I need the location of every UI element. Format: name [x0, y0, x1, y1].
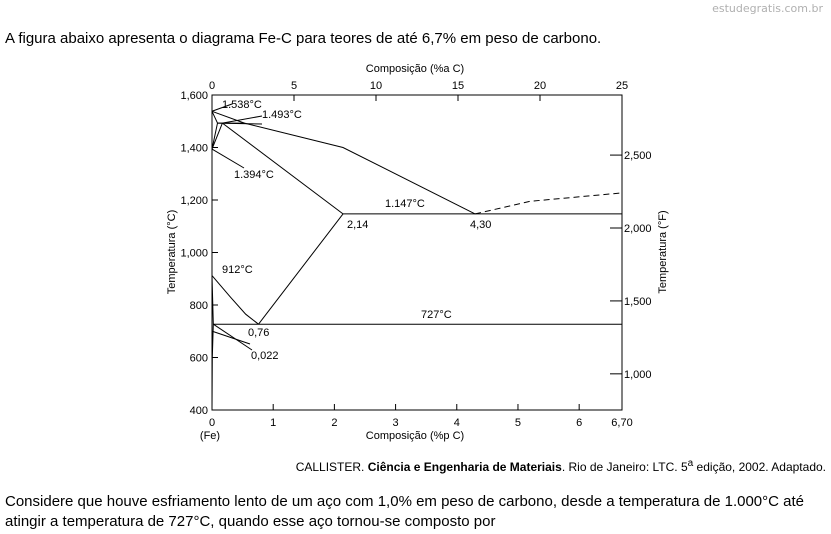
leader-1394	[211, 148, 245, 169]
left-tick-label-5: 1,400	[180, 143, 208, 155]
right-tick-label-3: 2,500	[624, 150, 652, 162]
source-citation: CALLISTER. Ciência e Engenharia de Mater…	[296, 458, 826, 474]
label-1538c: 1.538°C	[222, 99, 262, 111]
citation-rest: . Rio de Janeiro: LTC. 5	[561, 460, 688, 474]
leader-1493b	[217, 122, 263, 125]
solidus-line	[222, 122, 344, 215]
alpha-boundary	[211, 275, 214, 325]
leader-1493	[222, 115, 263, 124]
label-1147c: 1.147°C	[385, 198, 425, 210]
leader-0022	[213, 323, 253, 351]
question-text: Considere que houve esfriamento lento de…	[5, 493, 804, 530]
top-tick-label-0: 0	[209, 80, 215, 92]
label-430: 4,30	[470, 219, 491, 231]
label-076: 0,76	[248, 327, 269, 339]
origin-fe-label: (Fe)	[200, 430, 220, 442]
label-1394c: 1.394°C	[234, 169, 274, 181]
right-tick-label-2: 2,000	[624, 223, 652, 235]
a3-line	[211, 275, 259, 325]
left-tick-label-2: 800	[190, 300, 208, 312]
bottom-axis-label: Composição (%p C)	[366, 430, 464, 442]
top-tick-label-1: 5	[291, 80, 297, 92]
acm-line	[258, 213, 344, 325]
label-1493c: 1.493°C	[262, 109, 302, 121]
delta-liquidus	[211, 110, 245, 124]
top-tick-label-3: 15	[452, 80, 464, 92]
top-tick-label-5: 25	[616, 80, 628, 92]
right-tick-label-0: 1,000	[624, 369, 652, 381]
bottom-axis-end-label: 6,70	[611, 417, 632, 429]
right-tick-label-1: 1,500	[624, 296, 652, 308]
bottom-tick-label-0: 0	[209, 417, 215, 429]
citation-sup: a	[687, 458, 694, 469]
alpha-solvus	[211, 324, 214, 411]
plot-frame	[211, 94, 623, 411]
label-727c: 727°C	[421, 309, 452, 321]
label-214: 2,14	[347, 219, 368, 231]
question-intro: A figura abaixo apresenta o diagrama Fe-…	[5, 30, 602, 47]
leader-1538	[211, 103, 233, 112]
left-tick-label-3: 1,000	[180, 248, 208, 260]
bottom-tick-label-1: 1	[270, 417, 276, 429]
citation-title: Ciência e Engenharia de Materiais	[367, 460, 562, 474]
left-axis-label: Temperatura (°C)	[166, 210, 178, 294]
right-axis-label: Temperatura (°F)	[657, 210, 669, 293]
left-tick-label-1: 600	[190, 353, 208, 365]
label-0022: 0,022	[251, 350, 279, 362]
bottom-tick-label-3: 3	[393, 417, 399, 429]
top-axis-label: Composição (%a C)	[366, 63, 464, 75]
bottom-tick-label-2: 2	[331, 417, 337, 429]
bottom-tick-label-5: 5	[515, 417, 521, 429]
top-tick-label-4: 20	[534, 80, 546, 92]
cementite-liquidus	[474, 192, 623, 215]
bottom-tick-label-4: 4	[454, 417, 460, 429]
top-tick-label-2: 10	[370, 80, 382, 92]
leader-0022b	[212, 330, 251, 345]
gamma-delta-boundary	[211, 122, 223, 150]
left-tick-label-4: 1,200	[180, 195, 208, 207]
label-912c: 912°C	[222, 264, 253, 276]
left-tick-label-6: 1,600	[180, 90, 208, 102]
bottom-tick-label-6: 6	[576, 417, 582, 429]
liquidus-line	[244, 122, 476, 215]
left-tick-label-0: 400	[190, 405, 208, 417]
citation-rest-2: edição, 2002. Adaptado.	[693, 460, 826, 474]
citation-author: CALLISTER.	[295, 460, 365, 474]
watermark: estudegratis.com.br	[712, 2, 823, 15]
